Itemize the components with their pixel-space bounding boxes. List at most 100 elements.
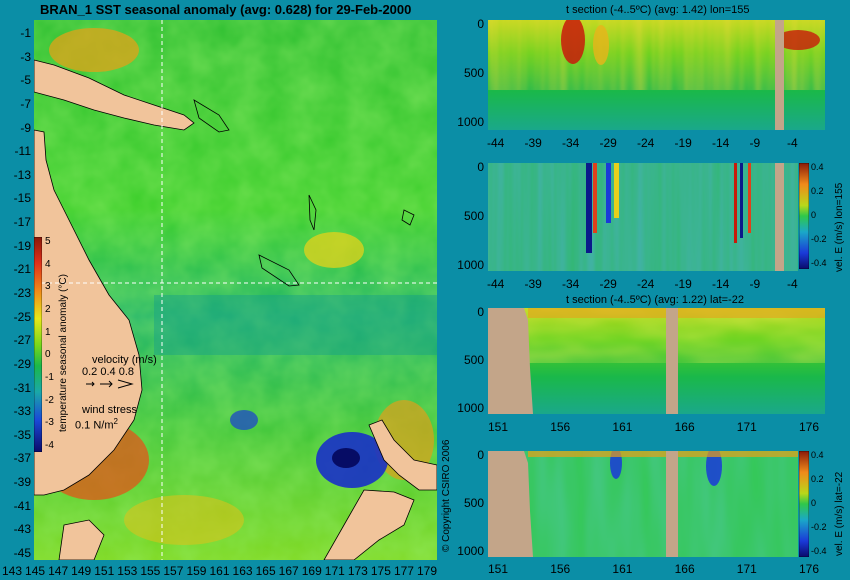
panel3-x-tick: 161 <box>612 420 633 434</box>
map-y-tick: -43 <box>13 522 31 537</box>
panel2-x-tick: -39 <box>524 277 542 291</box>
wind-legend-value: 0.1 N/m2 <box>75 417 118 432</box>
land-new-guinea <box>34 59 195 131</box>
map-x-tick: 159 <box>186 564 207 578</box>
panel3-x-tick: 166 <box>674 420 695 434</box>
panel1-t-section-lon[interactable] <box>488 20 825 130</box>
land-new-caledonia <box>258 254 300 287</box>
map-x-tick: 147 <box>48 564 69 578</box>
map-x-tick: 171 <box>324 564 345 578</box>
panel2-y-tick: 0 <box>477 160 484 174</box>
map-colorbar-tick: -4 <box>45 440 54 451</box>
warm-anomaly-nw <box>49 28 139 72</box>
panel3-title: t section (-4..5ºC) (avg: 1.22) lat=-22 <box>566 294 744 306</box>
panel2-x-tick: -44 <box>487 277 505 291</box>
panel4-x-tick: 171 <box>736 562 757 576</box>
panel1-x-tick: -34 <box>562 136 580 150</box>
panel4-colorbar-tick: 0 <box>811 498 817 508</box>
panel2-colorbar-tick: 0.2 <box>811 186 824 196</box>
panel1-land <box>775 20 784 130</box>
map-x-tick: 155 <box>140 564 161 578</box>
panel2-colorbar-tick: 0 <box>811 210 817 220</box>
map-x-tick: 165 <box>255 564 276 578</box>
panel1-x-tick: -29 <box>599 136 617 150</box>
map-x-tick: 163 <box>232 564 253 578</box>
map-colorbar-tick: 2 <box>45 304 51 315</box>
map-x-tick: 157 <box>163 564 184 578</box>
map-x-tick: 161 <box>209 564 230 578</box>
map-y-tick: -21 <box>13 262 31 277</box>
map-x-tick: 153 <box>117 564 138 578</box>
panel4-x-tick: 151 <box>488 562 509 576</box>
map-x-tick: 179 <box>417 564 438 578</box>
panel2-colorbar-tick: -0.4 <box>811 258 827 268</box>
sst-map[interactable] <box>34 20 437 560</box>
panel2-vel-e-lon[interactable] <box>488 163 798 271</box>
panel4-x-tick: 156 <box>550 562 571 576</box>
map-y-tick: -35 <box>13 427 31 442</box>
land-solomons <box>193 99 230 133</box>
map-y-tick: -15 <box>13 191 31 206</box>
panel2-land <box>775 163 784 271</box>
panel3-land-west <box>488 308 533 414</box>
panel1-y-tick: 0 <box>477 17 484 31</box>
map-colorbar <box>34 237 42 452</box>
panel4-y-tick: 500 <box>463 496 484 510</box>
panel2-colorbar <box>799 163 809 269</box>
panel4-colorbar-tick: 0.2 <box>811 474 824 484</box>
panel2-y-tick: 500 <box>463 209 484 223</box>
map-colorbar-tick: 3 <box>45 281 51 293</box>
map-y-tick: -5 <box>20 73 31 88</box>
map-y-tick: -25 <box>13 309 31 324</box>
panel4-land-west <box>488 451 533 557</box>
map-x-tick: 149 <box>71 564 92 578</box>
warm-anomaly-east <box>304 232 364 268</box>
panel1-x-tick: -4 <box>787 136 798 150</box>
map-colorbar-tick: -1 <box>45 372 54 383</box>
panel3-x-tick: 176 <box>799 420 820 434</box>
map-y-tick: -39 <box>13 475 31 490</box>
panel2-colorbar-label: vel. E (m/s) lon=155 <box>834 182 845 272</box>
panel4-colorbar-tick: -0.4 <box>811 546 827 556</box>
panel4-land-mid <box>666 451 678 557</box>
panel1-y-tick: 1000 <box>457 115 484 129</box>
map-x-tick: 145 <box>25 564 46 578</box>
panel1-x-tick: -14 <box>712 136 730 150</box>
cold-anomaly-mid <box>230 410 258 430</box>
panel3-land-mid <box>666 308 678 414</box>
panel3-x-tick: 151 <box>488 420 509 434</box>
map-y-tick: -13 <box>13 167 31 182</box>
panel4-colorbar-tick: -0.2 <box>811 522 827 532</box>
panel4-x-tick: 176 <box>799 562 820 576</box>
panel2-x-tick: -34 <box>562 277 580 291</box>
map-y-tick: -17 <box>13 215 31 230</box>
panel1-x-tick: -39 <box>524 136 542 150</box>
map-y-tick: -9 <box>20 120 31 135</box>
panel3-y-tick: 1000 <box>457 401 484 415</box>
map-x-tick: 177 <box>393 564 414 578</box>
panel3-x-tick: 171 <box>736 420 757 434</box>
land-vanuatu <box>308 194 317 231</box>
map-colorbar-label: temperature seasonal anomaly (°C) <box>58 274 69 432</box>
map-y-tick: -1 <box>20 26 31 40</box>
panel4-y-tick: 0 <box>477 448 484 462</box>
panel3-t-section-lat[interactable] <box>488 308 825 414</box>
panel2-colorbar-tick: 0.4 <box>811 162 824 172</box>
map-x-tick: 151 <box>94 564 115 578</box>
velocity-legend-label: velocity (m/s) <box>92 354 157 366</box>
panel4-vel-e-lat[interactable] <box>488 451 798 557</box>
map-y-tick: -41 <box>13 498 31 513</box>
panel2-x-tick: -29 <box>599 277 617 291</box>
panel2-x-tick: -24 <box>637 277 655 291</box>
map-x-tick: 173 <box>347 564 368 578</box>
map-x-tick: 169 <box>301 564 322 578</box>
panel4-colorbar <box>799 451 809 557</box>
map-y-tick: -23 <box>13 286 31 300</box>
map-y-tick: -29 <box>13 356 31 371</box>
panel2-x-tick: -9 <box>749 277 761 291</box>
map-x-tick: 175 <box>370 564 391 578</box>
panel4-colorbar-tick: 0.4 <box>811 450 824 460</box>
map-y-tick: -37 <box>13 451 31 466</box>
panel2-x-tick: -4 <box>787 277 798 291</box>
panel1-y-tick: 500 <box>463 66 484 80</box>
